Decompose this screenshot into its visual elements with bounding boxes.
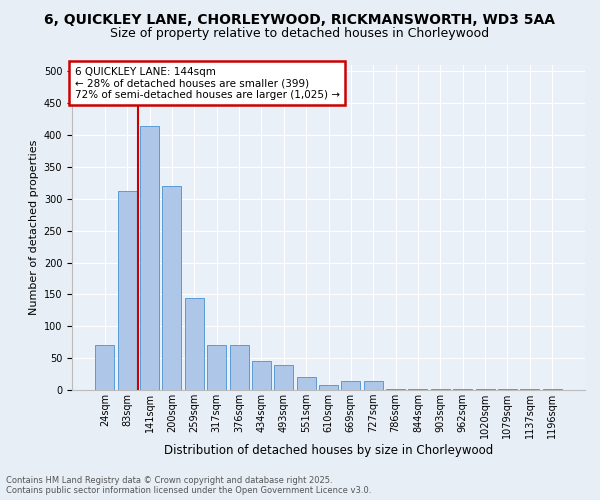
Bar — [95, 346, 115, 390]
X-axis label: Distribution of detached houses by size in Chorleywood: Distribution of detached houses by size … — [164, 444, 493, 456]
Bar — [296, 378, 316, 390]
Text: Contains HM Land Registry data © Crown copyright and database right 2025.
Contai: Contains HM Land Registry data © Crown c… — [6, 476, 371, 495]
Bar — [431, 388, 450, 390]
Bar — [274, 364, 293, 390]
Bar — [140, 126, 159, 390]
Bar — [520, 388, 539, 390]
Text: 6 QUICKLEY LANE: 144sqm
← 28% of detached houses are smaller (399)
72% of semi-d: 6 QUICKLEY LANE: 144sqm ← 28% of detache… — [74, 66, 340, 100]
Text: Size of property relative to detached houses in Chorleywood: Size of property relative to detached ho… — [110, 28, 490, 40]
Bar — [498, 388, 517, 390]
Bar — [319, 385, 338, 390]
Bar — [364, 381, 383, 390]
Bar — [252, 362, 271, 390]
Bar — [341, 381, 361, 390]
Y-axis label: Number of detached properties: Number of detached properties — [29, 140, 40, 315]
Text: 6, QUICKLEY LANE, CHORLEYWOOD, RICKMANSWORTH, WD3 5AA: 6, QUICKLEY LANE, CHORLEYWOOD, RICKMANSW… — [44, 12, 556, 26]
Bar — [453, 388, 472, 390]
Bar — [386, 388, 405, 390]
Bar — [476, 388, 494, 390]
Bar — [163, 186, 181, 390]
Bar — [118, 191, 137, 390]
Bar — [409, 388, 427, 390]
Bar — [185, 298, 204, 390]
Bar — [207, 346, 226, 390]
Bar — [542, 388, 562, 390]
Bar — [230, 346, 248, 390]
